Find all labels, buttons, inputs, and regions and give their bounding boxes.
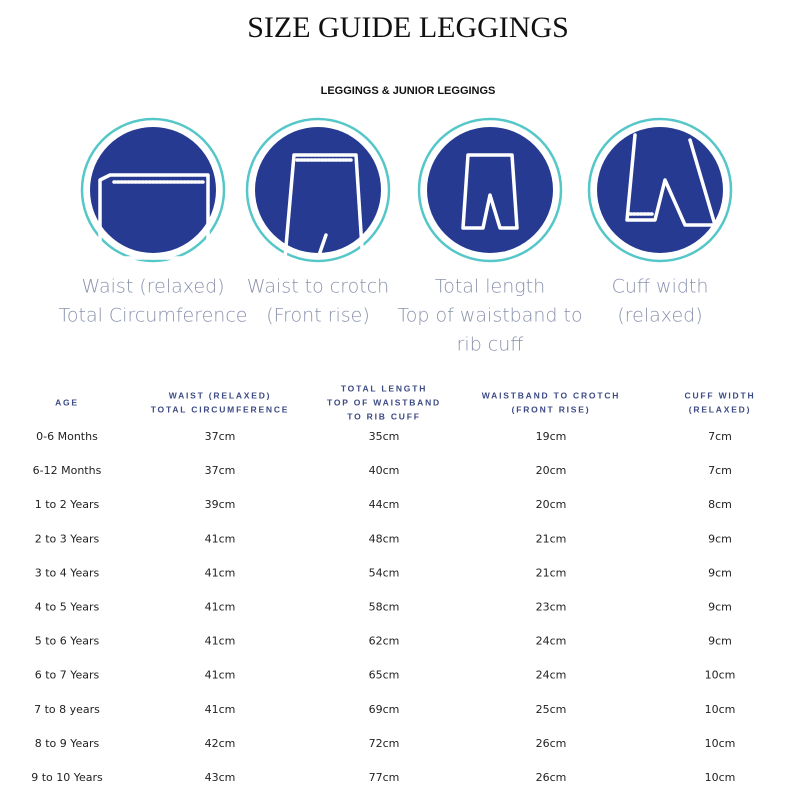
icon-caption: (Front rise) bbox=[266, 305, 370, 327]
column-header: WAIST (RELAXED) bbox=[169, 390, 272, 400]
column-header: (FRONT RISE) bbox=[512, 404, 591, 414]
icon-caption: Waist to crotch bbox=[247, 276, 389, 298]
column-header: AGE bbox=[55, 397, 79, 407]
content: Waist (relaxed) Total Circumference Waist … bbox=[31, 276, 756, 785]
icon-caption: Total length bbox=[435, 276, 545, 298]
table-cell: 10cm bbox=[705, 737, 736, 750]
table-cell: 21cm bbox=[536, 566, 567, 579]
table-cell: 40cm bbox=[369, 464, 400, 477]
table-cell: 7cm bbox=[708, 464, 732, 477]
table-cell: 9cm bbox=[708, 601, 732, 614]
table-cell: 8 to 9 Years bbox=[35, 737, 100, 750]
icon-length bbox=[417, 117, 563, 263]
table-cell: 41cm bbox=[205, 601, 236, 614]
table-cell: 9cm bbox=[708, 566, 732, 579]
table-cell: 2 to 3 Years bbox=[35, 532, 100, 545]
icon-waist bbox=[80, 117, 226, 263]
table-cell: 48cm bbox=[369, 532, 400, 545]
table-cell: 24cm bbox=[536, 635, 567, 648]
table-cell: 25cm bbox=[536, 703, 567, 716]
icon-caption: rib cuff bbox=[457, 334, 524, 356]
table-cell: 6-12 Months bbox=[33, 464, 102, 477]
column-header: TOTAL CIRCUMFERENCE bbox=[151, 404, 290, 414]
icon-rise bbox=[245, 117, 391, 263]
subtitle: LEGGINGS & JUNIOR LEGGINGS bbox=[321, 85, 496, 97]
icon-cuff bbox=[587, 117, 733, 263]
table-cell: 42cm bbox=[205, 737, 236, 750]
table-cell: 35cm bbox=[369, 430, 400, 443]
table-cell: 23cm bbox=[536, 601, 567, 614]
table-cell: 41cm bbox=[205, 566, 236, 579]
column-header: WAISTBAND TO CROTCH bbox=[482, 390, 620, 400]
table-cell: 44cm bbox=[369, 498, 400, 511]
icon-caption: Total Circumference bbox=[59, 305, 248, 327]
table-cell: 77cm bbox=[369, 771, 400, 784]
column-header: TOTAL LENGTH bbox=[341, 383, 427, 393]
table-cell: 10cm bbox=[705, 771, 736, 784]
column-header: (RELAXED) bbox=[689, 404, 751, 414]
column-header: TO RIB CUFF bbox=[347, 411, 420, 421]
table-cell: 62cm bbox=[369, 635, 400, 648]
table-cell: 43cm bbox=[205, 771, 236, 784]
icon-caption: Waist (relaxed) bbox=[81, 276, 224, 298]
table-cell: 21cm bbox=[536, 532, 567, 545]
table-cell: 9cm bbox=[708, 635, 732, 648]
table-cell: 9cm bbox=[708, 532, 732, 545]
table-cell: 9 to 10 Years bbox=[31, 771, 103, 784]
table-cell: 0-6 Months bbox=[36, 430, 98, 443]
table-cell: 4 to 5 Years bbox=[35, 601, 100, 614]
icon-caption: Cuff width bbox=[612, 276, 709, 298]
table-cell: 8cm bbox=[708, 498, 732, 511]
table-cell: 37cm bbox=[205, 430, 236, 443]
table-cell: 10cm bbox=[705, 703, 736, 716]
table-cell: 39cm bbox=[205, 498, 236, 511]
table-cell: 69cm bbox=[369, 703, 400, 716]
table-cell: 41cm bbox=[205, 703, 236, 716]
page-title: SIZE GUIDE LEGGINGS bbox=[247, 11, 569, 44]
table-cell: 26cm bbox=[536, 737, 567, 750]
table-cell: 41cm bbox=[205, 635, 236, 648]
table-cell: 3 to 4 Years bbox=[35, 566, 100, 579]
table-cell: 6 to 7 Years bbox=[35, 669, 100, 682]
table-cell: 19cm bbox=[536, 430, 567, 443]
table-cell: 5 to 6 Years bbox=[35, 635, 100, 648]
table-cell: 7 to 8 years bbox=[34, 703, 100, 716]
table-cell: 1 to 2 Years bbox=[35, 498, 100, 511]
table-cell: 26cm bbox=[536, 771, 567, 784]
column-header: CUFF WIDTH bbox=[685, 390, 756, 400]
table-cell: 20cm bbox=[536, 498, 567, 511]
table-cell: 7cm bbox=[708, 430, 732, 443]
table-cell: 20cm bbox=[536, 464, 567, 477]
table-cell: 65cm bbox=[369, 669, 400, 682]
table-cell: 24cm bbox=[536, 669, 567, 682]
column-header: TOP OF WAISTBAND bbox=[327, 397, 441, 407]
table-cell: 41cm bbox=[205, 669, 236, 682]
table-cell: 37cm bbox=[205, 464, 236, 477]
icon-caption: (relaxed) bbox=[617, 305, 702, 327]
table-cell: 72cm bbox=[369, 737, 400, 750]
table-cell: 41cm bbox=[205, 532, 236, 545]
table-cell: 54cm bbox=[369, 566, 400, 579]
table-cell: 10cm bbox=[705, 669, 736, 682]
icon-caption: Top of waistband to bbox=[397, 305, 582, 327]
table-cell: 58cm bbox=[369, 601, 400, 614]
